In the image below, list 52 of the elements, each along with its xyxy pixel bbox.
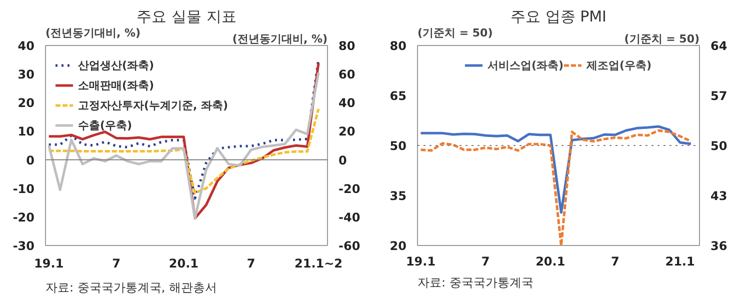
text: 자료: 중국국가통계국, 해관총서: [46, 280, 217, 294]
y2-tick-label: 50: [710, 139, 728, 153]
y-axis-title: (전년동기대비, %): [46, 26, 141, 40]
y-tick-label: -20: [12, 210, 35, 224]
y2-tick-label: 36: [710, 239, 728, 253]
y-tick-label: 50: [390, 139, 407, 153]
legend-label: 제조업(우축): [586, 58, 652, 72]
y-tick-label: 0: [26, 153, 35, 168]
legend-label: 서비스업(좌축): [487, 58, 564, 72]
y2-tick-label: 60: [338, 68, 356, 82]
y2-tick-label: -20: [338, 182, 360, 196]
x-tick-label: 20.1: [536, 254, 566, 268]
y-tick-label: 30: [18, 68, 35, 82]
chart-title: 주요 업종 PMI: [510, 8, 606, 26]
y-tick-label: -10: [12, 182, 35, 196]
y2-tick-label: 80: [338, 39, 356, 53]
y2-tick-label: 64: [710, 39, 728, 53]
y2-tick-label: 0: [338, 153, 347, 168]
y-axis-title: (기준치 = 50): [418, 26, 493, 40]
y-tick-label: 10: [18, 124, 35, 139]
x-tick-label: 19.1: [34, 256, 64, 270]
y2-tick-label: 20: [338, 124, 356, 139]
y-tick-label: 20: [18, 96, 35, 110]
y-tick-label: 35: [390, 189, 407, 203]
y-tick-label: 20: [390, 239, 407, 253]
y2-tick-label: -60: [338, 239, 360, 253]
x-tick-label: 7: [611, 254, 620, 268]
y2-axis-title: (기준치 = 50): [624, 32, 700, 46]
legend-label: 수출(우축): [78, 118, 132, 132]
chart-title: 주요 실물 지표: [136, 8, 236, 26]
x-tick-label: 7: [246, 256, 256, 270]
y2-axis-title: (전년동기대비, %): [232, 32, 328, 46]
y-tick-label: 40: [18, 39, 35, 53]
legend-label: 소매판매(좌축): [78, 78, 154, 92]
y2-tick-label: -40: [338, 210, 360, 224]
x-tick-label: 7: [112, 256, 120, 270]
legend-label: 산업생산(좌축): [78, 58, 154, 72]
x-tick-label: 21.1: [665, 254, 695, 268]
line-series: [419, 125, 692, 214]
legend-label: 고정자산투자(누계기준, 좌축): [78, 98, 228, 112]
x-tick-label: 7: [481, 254, 490, 268]
x-tick-label: 19.1: [406, 254, 436, 268]
y-tick-label: 65: [390, 89, 407, 103]
y-tick-label: 80: [390, 39, 407, 53]
y2-tick-label: 40: [338, 96, 356, 110]
y-tick-label: -30: [12, 239, 35, 253]
x-tick-label: 21.1~2: [294, 256, 343, 270]
text: 자료: 중국국가통계국: [418, 276, 534, 290]
x-tick-label: 20.1: [168, 256, 198, 270]
y2-tick-label: 57: [710, 89, 728, 103]
y2-tick-label: 43: [710, 189, 728, 203]
line-series: [419, 129, 692, 246]
